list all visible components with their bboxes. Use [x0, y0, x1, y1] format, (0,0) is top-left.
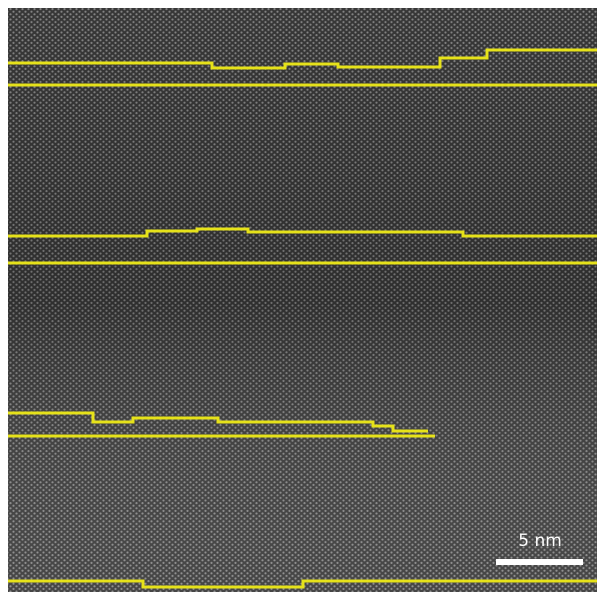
- shading: [8, 8, 597, 592]
- boundary-line: [8, 48, 597, 70]
- scale-bar-label: 5 nm: [518, 531, 562, 551]
- boundary-line: [8, 411, 428, 433]
- boundary-line: [8, 227, 597, 238]
- scale-bar: [496, 559, 583, 565]
- boundary-line: [8, 579, 597, 589]
